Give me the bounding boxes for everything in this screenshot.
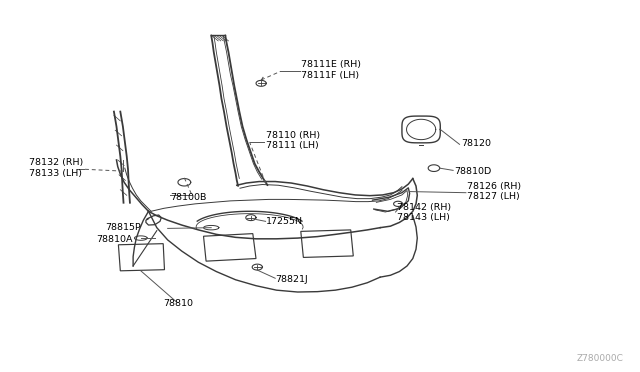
Text: 78110 (RH)
78111 (LH): 78110 (RH) 78111 (LH) (266, 131, 320, 150)
Text: 78126 (RH)
78127 (LH): 78126 (RH) 78127 (LH) (467, 182, 522, 201)
Text: 78810D: 78810D (454, 167, 492, 176)
Text: 78810A: 78810A (96, 235, 132, 244)
Text: 78132 (RH)
78133 (LH): 78132 (RH) 78133 (LH) (29, 158, 83, 178)
Text: 78120: 78120 (461, 139, 491, 148)
Text: 78111E (RH)
78111F (LH): 78111E (RH) 78111F (LH) (301, 60, 361, 80)
Text: Z780000C: Z780000C (577, 354, 624, 363)
Text: 78821J: 78821J (275, 275, 308, 283)
Text: 78142 (RH)
78143 (LH): 78142 (RH) 78143 (LH) (397, 203, 451, 222)
Text: 78815P: 78815P (106, 223, 141, 232)
Text: 78810: 78810 (163, 299, 193, 308)
Text: 78100B: 78100B (170, 193, 207, 202)
Text: 17255N: 17255N (266, 217, 303, 226)
